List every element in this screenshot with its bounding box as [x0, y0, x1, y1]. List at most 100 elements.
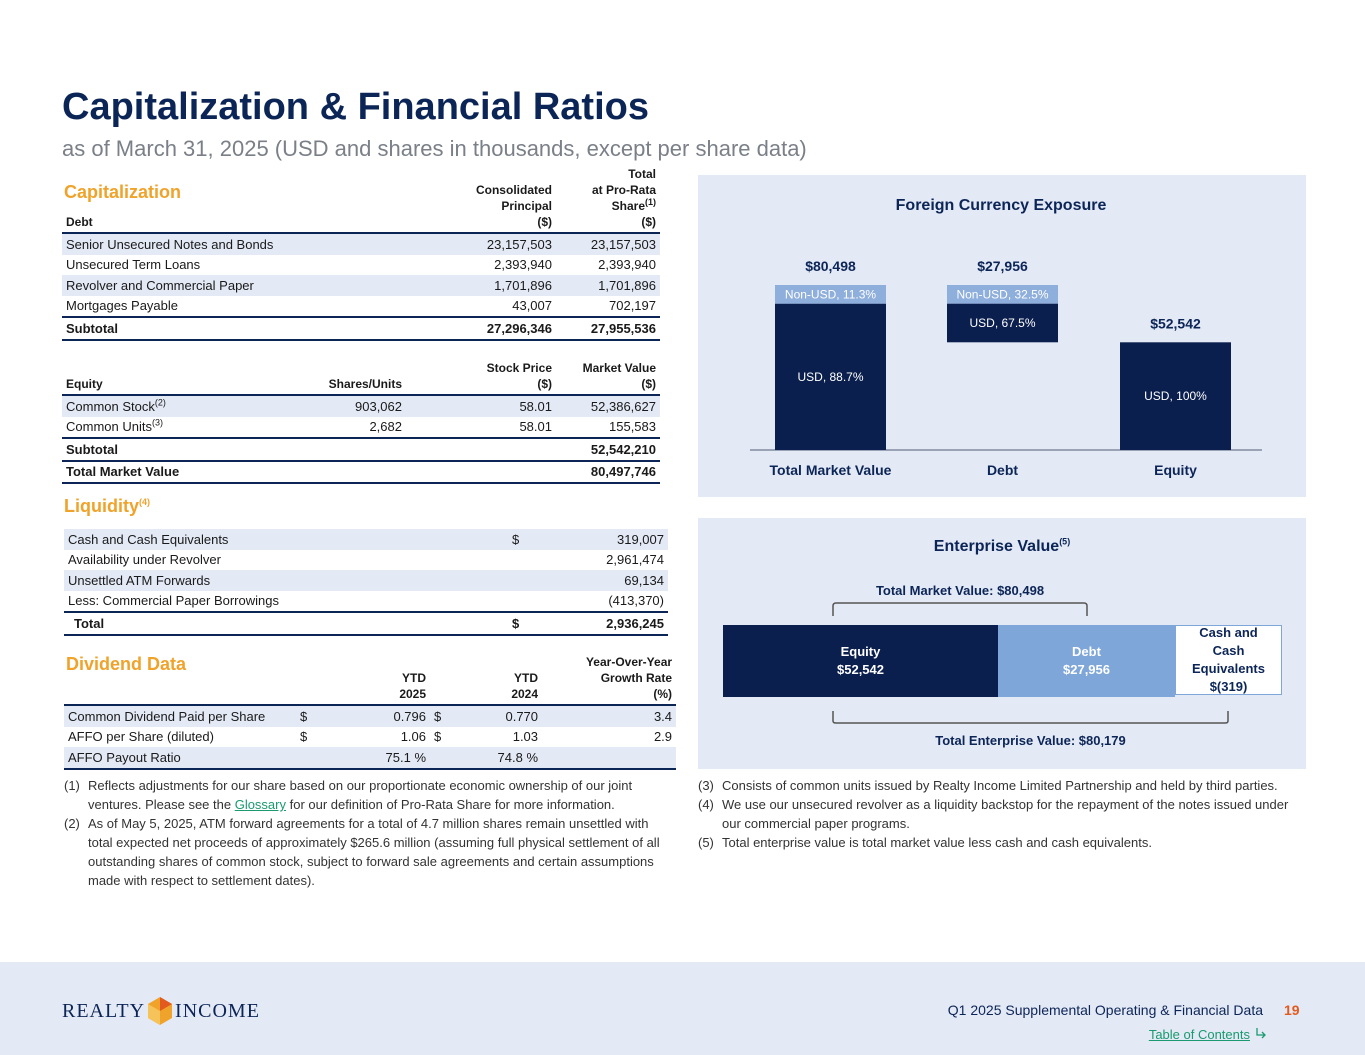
footnote-number: (1) [64, 778, 80, 793]
cell-text: Subtotal [66, 441, 118, 457]
cell-text: (%) [653, 687, 673, 701]
cell-text: Market Value [582, 361, 656, 375]
header-line: ($) [560, 214, 656, 230]
header-line: Market Value [560, 360, 656, 376]
cell-text: Common Dividend Paid per Share [68, 708, 266, 724]
table-cell: Revolver and Commercial Paper [62, 275, 452, 296]
table-cell: 74.8 % [460, 747, 543, 770]
table-cell: 23,157,503 [452, 233, 556, 255]
table-cell: Senior Unsecured Notes and Bonds [62, 233, 452, 255]
cell-text: 27,955,536 [590, 320, 656, 336]
header-line: Growth Rate [546, 670, 672, 686]
cell-text: Revolver and Commercial Paper [66, 277, 254, 293]
page-title: Capitalization & Financial Ratios [62, 86, 649, 128]
cell-text: 2025 [399, 687, 427, 701]
table-row: Total $2,936,245 [64, 611, 668, 636]
cell-text: Unsecured Term Loans [66, 257, 201, 273]
header-line: Stock Price [410, 360, 552, 376]
chart-title: Foreign Currency Exposure [896, 197, 1107, 214]
header-line: YTD [434, 670, 538, 686]
category-label: Equity [1154, 462, 1197, 478]
cell-text: 1,701,896 [494, 277, 552, 293]
total-label: $52,542 [1150, 315, 1201, 331]
footnote: (1) Reflects adjustments for our share ba… [64, 776, 666, 814]
bar-segment [775, 303, 886, 450]
glossary-link[interactable]: Glossary [234, 797, 286, 812]
cell-text: Mortgages Payable [66, 298, 179, 314]
footer [0, 962, 1365, 1055]
table-row: Mortgages Payable 43,007 702,197 [62, 296, 660, 318]
cell-text: Availability under Revolver [68, 552, 221, 568]
table-cell: 0.796 [330, 705, 430, 727]
header-cell: Total at Pro-Rata Share(1) ($) [556, 166, 660, 234]
cell-text: 0.770 [505, 708, 539, 724]
cell-text: 23,157,503 [486, 236, 552, 252]
table-row: Less: Commercial Paper Borrowings (413,37… [64, 591, 668, 613]
segment-label: Non-USD, 11.3% [785, 287, 876, 301]
header-line: ($) [560, 376, 656, 392]
ev-total-label: Total Enterprise Value: $80,179 [935, 733, 1126, 748]
data-table: Debt Consolidated Principal ($) Total at Pro-… [62, 166, 660, 341]
ev-title: Enterprise Value(5) [698, 537, 1306, 556]
cell-text: Principal [501, 199, 552, 213]
table-cell: Unsecured Term Loans [62, 255, 452, 276]
segment-label: USD, 88.7% [797, 370, 863, 384]
table-cell: $ [430, 705, 460, 727]
header-row: YTD 2025 YTD 2024 Year-Over-Year Growth Rate (… [64, 654, 677, 706]
cell-text: 27,296,346 [486, 320, 552, 336]
table-cell: 2,936,245 [540, 611, 668, 636]
footnote-number: (2) [64, 816, 80, 831]
table-cell [296, 747, 330, 770]
section-title: Dividend Data [66, 654, 187, 674]
table-cell: 2,961,474 [540, 550, 668, 571]
table-row: Common Stock(2) 903,062 58.01 52,386,627 [62, 395, 660, 417]
total-label: $80,498 [805, 258, 856, 274]
header-line: Principal [456, 198, 552, 214]
footnote: (3) Consists of common units issued by Re… [698, 776, 1310, 795]
cell-text: (413,370) [608, 593, 664, 609]
header-cell: Consolidated Principal ($) [452, 166, 556, 234]
header-line: Year-Over-Year [546, 654, 672, 670]
cell-text: Common Stock [66, 398, 155, 414]
header-cell: YTD 2025 [296, 654, 431, 706]
bar-segment [947, 285, 1058, 304]
cell-text: Growth Rate [600, 671, 673, 685]
table-row: Subtotal 52,542,210 [62, 437, 660, 462]
segment-label: USD, 67.5% [969, 316, 1035, 330]
cell-text: Stock Price [486, 361, 552, 375]
header-row: Debt Consolidated Principal ($) Total at Pro-… [62, 166, 660, 234]
cell-text: Subtotal [66, 320, 118, 336]
table-cell: $ [430, 727, 460, 748]
table-cell: Total [64, 611, 508, 636]
cell-text: AFFO per Share (diluted) [68, 729, 214, 745]
total-label: $27,956 [977, 258, 1028, 274]
table-cell: 0.770 [460, 705, 542, 727]
cell-text: 2024 [511, 687, 539, 701]
cell-text: 3.4 [653, 708, 673, 724]
cell-text: Shares/Units [328, 377, 402, 391]
table-cell: $ [296, 727, 330, 748]
data-table: Equity Shares/Units Stock Price ($) Market V… [62, 360, 660, 484]
bar-segment [947, 303, 1058, 343]
bar-segment [775, 285, 886, 304]
footnote-text: Total enterprise value is total market v… [722, 835, 1152, 850]
cell-text: ($) [537, 377, 552, 391]
header-line: 2024 [434, 686, 538, 702]
header-line: (%) [546, 686, 672, 702]
toc-link[interactable]: Table of Contents [1148, 1027, 1250, 1042]
cell-text: Total [74, 615, 105, 631]
header-line: Shares/Units [316, 376, 402, 392]
footnote-number: (4) [698, 797, 714, 812]
table-cell: 1.06 [330, 727, 430, 748]
ev-box-value: $52,542 [837, 662, 884, 677]
footnotes-right: (3) Consists of common units issued by Re… [698, 776, 1310, 852]
table-cell: Common Stock(2) [62, 395, 312, 417]
header-line: at Pro-Rata [560, 182, 656, 198]
cell-text: $ [512, 615, 520, 631]
cell-text: 0.796 [393, 708, 427, 724]
header-line: Consolidated [456, 182, 552, 198]
table-cell: Mortgages Payable [62, 296, 452, 318]
footnote-ref: (2) [154, 397, 166, 408]
header-line: YTD [300, 670, 426, 686]
page-subtitle: as of March 31, 2025 (USD and shares in … [62, 136, 807, 161]
